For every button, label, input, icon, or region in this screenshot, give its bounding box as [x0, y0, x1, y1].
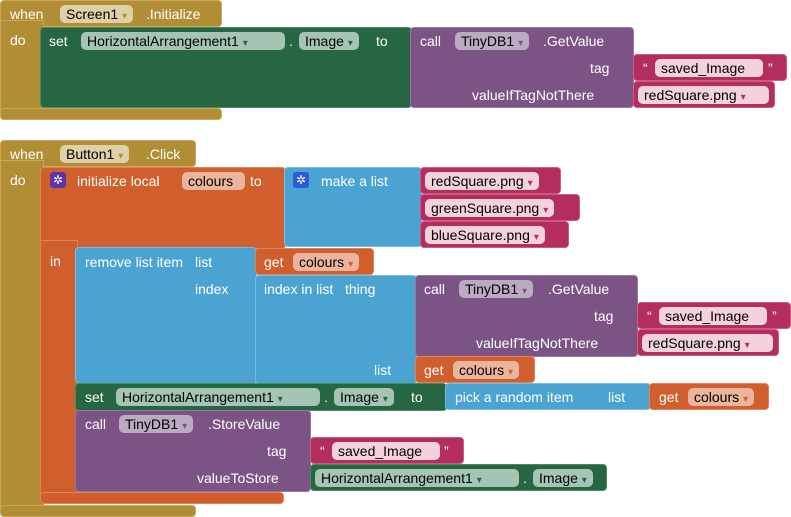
event-name: .Initialize: [146, 6, 201, 22]
event-bottom: [0, 505, 196, 517]
component-dropdown[interactable]: HorizontalArrangement1 ▾: [315, 469, 519, 487]
event-arm: [0, 160, 44, 517]
dot-label: .: [324, 389, 328, 405]
event-name: .Click: [146, 146, 181, 162]
variable-dropdown[interactable]: colours ▾: [293, 253, 360, 271]
quote-close: ”: [768, 60, 773, 76]
dot-label: .: [289, 33, 293, 49]
variable-dropdown[interactable]: colours ▾: [688, 388, 755, 406]
remove-list-item-block[interactable]: [75, 247, 257, 384]
variable-name-field[interactable]: colours: [182, 172, 245, 190]
call-label: call: [424, 281, 446, 297]
tinydb-dropdown[interactable]: TinyDB1 ▾: [119, 415, 194, 433]
filename-dropdown[interactable]: blueSquare.png ▾: [425, 226, 545, 244]
call-label: call: [85, 416, 107, 432]
to-label: to: [250, 173, 262, 189]
remove-label: remove list item: [85, 254, 184, 270]
index-label: index: [195, 281, 229, 297]
pick-random-item-block[interactable]: [445, 383, 651, 410]
quote-open: “: [647, 308, 652, 324]
list-label: list: [374, 362, 392, 378]
to-label: to: [376, 33, 388, 49]
tag-label: tag: [594, 308, 614, 324]
get-label: get: [659, 389, 679, 405]
do-label: do: [10, 32, 26, 48]
component-dropdown[interactable]: HorizontalArrangement1 ▾: [116, 388, 320, 406]
init-label: initialize local: [77, 173, 160, 189]
quote-close: ”: [444, 443, 449, 459]
value-label: valueToStore: [197, 470, 279, 486]
method-label: .GetValue: [548, 281, 610, 297]
tag-label: tag: [590, 60, 610, 76]
tag-label: tag: [267, 443, 287, 459]
when-label: when: [10, 6, 44, 22]
index-in-list-label: index in list: [264, 281, 334, 297]
property-dropdown[interactable]: Image ▾: [299, 32, 359, 50]
event-bottom: [0, 108, 222, 120]
property-dropdown[interactable]: Image ▾: [533, 469, 593, 487]
get-label: get: [424, 362, 444, 378]
filename-dropdown[interactable]: redSquare.png ▾: [425, 172, 539, 190]
to-label: to: [411, 389, 423, 405]
component-dropdown[interactable]: HorizontalArrangement1 ▾: [81, 32, 285, 50]
text-field[interactable]: saved_Image: [655, 59, 763, 77]
set-label: set: [49, 33, 68, 49]
initialize-local-block[interactable]: [40, 167, 286, 249]
dot-label: .: [523, 470, 527, 486]
tinydb-dropdown[interactable]: TinyDB1 ▾: [455, 32, 530, 50]
text-field[interactable]: saved_Image: [332, 442, 440, 460]
mutator-gear-icon[interactable]: ✲: [50, 172, 66, 188]
filename-dropdown[interactable]: redSquare.png ▾: [638, 86, 769, 104]
method-label: .StoreValue: [208, 416, 281, 432]
default-label: valueIfTagNotThere: [476, 335, 599, 351]
do-label: do: [10, 172, 26, 188]
component-dropdown[interactable]: Button1 ▾: [60, 145, 130, 163]
event-arm: [0, 20, 44, 120]
filename-dropdown[interactable]: greenSquare.png ▾: [425, 199, 555, 217]
list-label: list: [608, 389, 626, 405]
quote-open: “: [643, 60, 648, 76]
default-label: valueIfTagNotThere: [472, 87, 595, 103]
call-label: call: [420, 33, 442, 49]
thing-label: thing: [345, 281, 376, 297]
property-dropdown[interactable]: Image ▾: [334, 388, 394, 406]
set-label: set: [85, 389, 104, 405]
initialize-local-arm: [40, 240, 78, 502]
mutator-gear-icon[interactable]: ✲: [293, 172, 309, 188]
method-label: .GetValue: [543, 33, 605, 49]
pick-label: pick a random item: [455, 389, 574, 405]
get-label: get: [264, 254, 284, 270]
make-list-label: make a list: [321, 173, 388, 189]
component-dropdown[interactable]: Screen1 ▾: [60, 5, 134, 23]
quote-close: ”: [772, 308, 777, 324]
quote-open: “: [320, 443, 325, 459]
tinydb-dropdown[interactable]: TinyDB1 ▾: [459, 280, 534, 298]
when-label: when: [10, 146, 44, 162]
list-label: list: [195, 254, 213, 270]
filename-dropdown[interactable]: redSquare.png ▾: [642, 334, 773, 352]
in-label: in: [50, 253, 61, 269]
variable-dropdown[interactable]: colours ▾: [453, 361, 520, 379]
initialize-local-bottom: [40, 492, 284, 504]
text-field[interactable]: saved_Image: [659, 307, 767, 325]
